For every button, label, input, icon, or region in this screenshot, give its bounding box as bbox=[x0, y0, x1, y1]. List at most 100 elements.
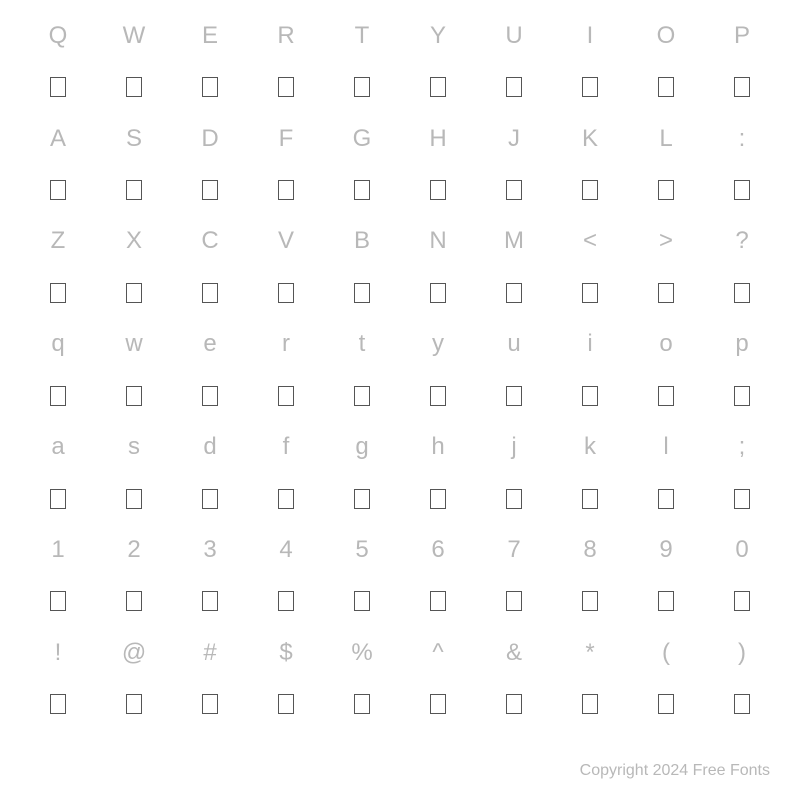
glyph-label: Z bbox=[51, 227, 66, 255]
grid-cell bbox=[400, 370, 476, 421]
grid-cell: D bbox=[172, 113, 248, 164]
grid-cell: M bbox=[476, 216, 552, 267]
grid-cell: w bbox=[96, 319, 172, 370]
glyph-placeholder-box bbox=[354, 283, 370, 303]
glyph-placeholder-box bbox=[506, 77, 522, 97]
glyph-placeholder-box bbox=[126, 591, 142, 611]
grid-cell: C bbox=[172, 216, 248, 267]
grid-cell bbox=[628, 267, 704, 318]
grid-cell bbox=[248, 473, 324, 524]
glyph-placeholder-box bbox=[506, 489, 522, 509]
glyph-label: d bbox=[203, 433, 216, 461]
glyph-label: D bbox=[201, 125, 218, 153]
glyph-label: ; bbox=[739, 433, 746, 461]
grid-cell bbox=[552, 61, 628, 112]
glyph-placeholder-box bbox=[582, 386, 598, 406]
glyph-placeholder-box bbox=[430, 283, 446, 303]
grid-cell bbox=[172, 61, 248, 112]
glyph-placeholder-box bbox=[50, 77, 66, 97]
grid-cell bbox=[628, 473, 704, 524]
glyph-label: Y bbox=[430, 22, 446, 50]
glyph-placeholder-box bbox=[582, 694, 598, 714]
glyph-label: 5 bbox=[355, 536, 368, 564]
grid-cell: 5 bbox=[324, 524, 400, 575]
grid-cell: h bbox=[400, 421, 476, 472]
glyph-placeholder-box bbox=[658, 386, 674, 406]
grid-cell bbox=[248, 679, 324, 730]
glyph-placeholder-box bbox=[202, 180, 218, 200]
grid-cell bbox=[628, 61, 704, 112]
glyph-placeholder-box bbox=[354, 180, 370, 200]
glyph-placeholder-box bbox=[278, 77, 294, 97]
grid-cell: ; bbox=[704, 421, 780, 472]
glyph-placeholder-box bbox=[734, 77, 750, 97]
glyph-label: q bbox=[51, 330, 64, 358]
glyph-label: 9 bbox=[659, 536, 672, 564]
glyph-label: H bbox=[429, 125, 446, 153]
grid-cell bbox=[476, 370, 552, 421]
grid-cell bbox=[476, 473, 552, 524]
glyph-placeholder-box bbox=[278, 180, 294, 200]
grid-cell bbox=[20, 679, 96, 730]
glyph-placeholder-box bbox=[202, 489, 218, 509]
grid-cell: W bbox=[96, 10, 172, 61]
glyph-label: 0 bbox=[735, 536, 748, 564]
glyph-placeholder-box bbox=[354, 591, 370, 611]
grid-cell bbox=[248, 370, 324, 421]
grid-cell bbox=[476, 61, 552, 112]
grid-cell: e bbox=[172, 319, 248, 370]
glyph-placeholder-box bbox=[658, 77, 674, 97]
glyph-placeholder-box bbox=[658, 694, 674, 714]
grid-cell: @ bbox=[96, 627, 172, 678]
grid-cell bbox=[552, 267, 628, 318]
grid-cell bbox=[96, 61, 172, 112]
grid-cell: % bbox=[324, 627, 400, 678]
glyph-placeholder-box bbox=[354, 694, 370, 714]
glyph-label: < bbox=[583, 227, 597, 255]
grid-cell bbox=[704, 61, 780, 112]
glyph-label: C bbox=[201, 227, 218, 255]
grid-cell: Z bbox=[20, 216, 96, 267]
glyph-placeholder-box bbox=[506, 694, 522, 714]
grid-cell bbox=[324, 473, 400, 524]
glyph-label: V bbox=[278, 227, 294, 255]
glyph-label: T bbox=[355, 22, 370, 50]
grid-cell bbox=[628, 679, 704, 730]
grid-cell: V bbox=[248, 216, 324, 267]
grid-cell bbox=[324, 267, 400, 318]
grid-cell bbox=[400, 61, 476, 112]
glyph-placeholder-box bbox=[658, 283, 674, 303]
grid-cell: y bbox=[400, 319, 476, 370]
glyph-label: # bbox=[203, 639, 216, 667]
grid-cell bbox=[96, 576, 172, 627]
grid-cell bbox=[96, 267, 172, 318]
glyph-placeholder-box bbox=[126, 694, 142, 714]
grid-cell: I bbox=[552, 10, 628, 61]
grid-cell bbox=[476, 164, 552, 215]
glyph-placeholder-box bbox=[734, 386, 750, 406]
grid-cell: T bbox=[324, 10, 400, 61]
glyph-label: ? bbox=[735, 227, 748, 255]
grid-cell: k bbox=[552, 421, 628, 472]
grid-cell bbox=[248, 576, 324, 627]
grid-cell: < bbox=[552, 216, 628, 267]
grid-cell bbox=[172, 473, 248, 524]
glyph-label: 8 bbox=[583, 536, 596, 564]
glyph-placeholder-box bbox=[354, 386, 370, 406]
grid-cell: u bbox=[476, 319, 552, 370]
glyph-label: t bbox=[359, 330, 366, 358]
glyph-placeholder-box bbox=[734, 591, 750, 611]
grid-cell: ) bbox=[704, 627, 780, 678]
copyright-text: Copyright 2024 Free Fonts bbox=[580, 762, 770, 780]
glyph-label: P bbox=[734, 22, 750, 50]
glyph-label: ! bbox=[55, 639, 62, 667]
grid-cell bbox=[704, 164, 780, 215]
glyph-label: 1 bbox=[51, 536, 64, 564]
grid-cell bbox=[324, 679, 400, 730]
glyph-label: 2 bbox=[127, 536, 140, 564]
grid-cell bbox=[248, 267, 324, 318]
grid-cell bbox=[628, 576, 704, 627]
glyph-placeholder-box bbox=[430, 77, 446, 97]
grid-cell bbox=[20, 370, 96, 421]
glyph-placeholder-box bbox=[582, 591, 598, 611]
